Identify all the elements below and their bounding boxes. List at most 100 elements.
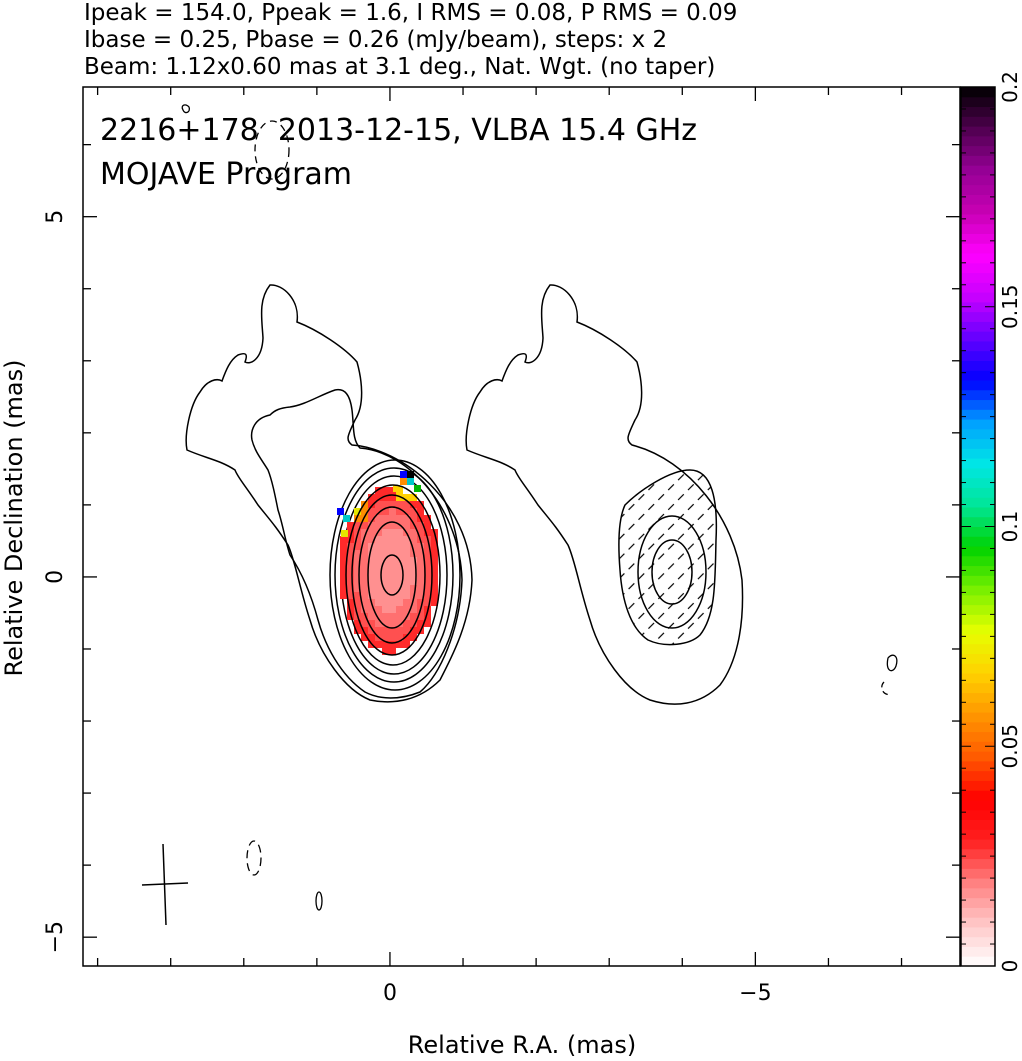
fracpol-pixel [424, 613, 431, 620]
colorbar-step [961, 633, 995, 645]
fracpol-pixel [403, 543, 410, 550]
header-line-1: Ipeak = 154.0, Ppeak = 1.6, I RMS = 0.08… [84, 0, 738, 26]
fracpol-pixel [396, 494, 403, 501]
colorbar-step [961, 780, 995, 791]
colorbar-step [961, 419, 995, 430]
fracpol-pixel [424, 599, 431, 606]
colorbar-step [961, 809, 995, 820]
colorbar-step [961, 389, 995, 401]
fracpol-pixel [337, 508, 344, 515]
fracpol-pixel [382, 599, 389, 606]
fracpol-pixel [410, 557, 417, 564]
colorbar-step [961, 233, 995, 244]
stokes-i-outer-contour [185, 284, 473, 703]
fracpol-pixel [396, 620, 403, 627]
fracpol-pixel [368, 508, 375, 515]
fracpol-pixel [347, 585, 354, 592]
colorbar-step [961, 253, 995, 264]
plot-title: 2216+178 2013-12-15, VLBA 15.4 GHz [100, 113, 697, 148]
colorbar-step [961, 868, 995, 879]
colorbar-step [961, 350, 995, 361]
fracpol-pixel [424, 578, 431, 585]
colorbar-step [961, 184, 995, 195]
fracpol-pixel [389, 613, 396, 620]
fracpol-pixel [368, 564, 375, 571]
fracpol-pixel [396, 599, 403, 606]
fracpol-pixel [361, 564, 368, 571]
colorbar-step [961, 594, 995, 606]
fracpol-pixel [407, 478, 414, 485]
fracpol-pixel [403, 564, 410, 571]
fracpol-pixel [389, 648, 396, 655]
colorbar-step [961, 243, 995, 254]
colorbar-step [961, 546, 995, 557]
fracpol-pixel [389, 501, 396, 508]
fracpol-pixel [424, 557, 431, 564]
fracpol-pixel [361, 620, 368, 627]
colorbar-step [961, 165, 995, 176]
fracpol-pixel [431, 585, 438, 592]
fracpol-pixel [424, 529, 431, 536]
fracpol-pixel [361, 571, 368, 578]
fracpol-pixel [403, 578, 410, 585]
colorbar-step [961, 194, 995, 205]
fracpol-pixel [368, 529, 375, 536]
colorbar-step [961, 292, 995, 303]
colorbar-step [961, 311, 995, 322]
fracpol-pixel [400, 478, 407, 485]
colorbar-step [961, 692, 995, 703]
colorbar-step [961, 360, 995, 371]
fracpol-pixel [389, 634, 396, 641]
fracpol-pixel [382, 501, 389, 508]
fracpol-pixel [354, 550, 361, 557]
colorbar-tick-label: 0 [998, 960, 1022, 973]
fracpol-pixel [354, 536, 361, 543]
fracpol-pixel [375, 613, 382, 620]
fracpol-pixel [410, 606, 417, 613]
fracpol-pixel [424, 571, 431, 578]
colorbar-step [961, 116, 995, 127]
fracpol-pixel [368, 515, 375, 522]
y-tick-label: 5 [43, 210, 68, 224]
fracpol-pixel [424, 585, 431, 592]
colorbar-step [961, 87, 995, 98]
colorbar-step [961, 282, 995, 293]
fracpol-pixel [382, 515, 389, 522]
plot-subtitle: MOJAVE Program [100, 157, 352, 192]
fracpol-pixel [410, 529, 417, 536]
fracpol-pixel [396, 606, 403, 613]
fracpol-pixel [340, 585, 347, 592]
colorbar-step [961, 926, 995, 938]
fracpol-pixel [396, 571, 403, 578]
colorbar-step [961, 204, 995, 215]
fracpol-pixel [347, 536, 354, 543]
colorbar-step [961, 155, 995, 166]
right-stokes-i-outer-contour [465, 284, 744, 705]
fracpol-pixel [361, 508, 368, 515]
colorbar-step [961, 663, 995, 674]
colorbar-step [961, 448, 995, 459]
colorbar-step [961, 428, 995, 440]
fracpol-pixel [375, 550, 382, 557]
colorbar-step [961, 946, 995, 957]
fracpol-pixel [354, 515, 361, 522]
fracpol-pixel [389, 585, 396, 592]
fracpol-pixel [389, 487, 396, 494]
fracpol-pixel [396, 515, 403, 522]
colorbar-step [961, 213, 995, 225]
fracpol-pixel [347, 529, 354, 536]
fracpol-pixel [340, 543, 347, 550]
fracpol-pixel [382, 613, 389, 620]
fracpol-pixel [400, 471, 407, 478]
fracpol-pixel [410, 543, 417, 550]
fracpol-pixel [396, 634, 403, 641]
colorbar-step [961, 643, 995, 654]
fracpol-pixel [417, 501, 424, 508]
fracpol-pixel [431, 536, 438, 543]
fracpol-pixel [382, 571, 389, 578]
fracpol-pixel [368, 627, 375, 634]
noise-contours-top [181, 104, 290, 180]
colorbar-step [961, 106, 995, 117]
stokes-i-contour-2 [250, 388, 463, 699]
